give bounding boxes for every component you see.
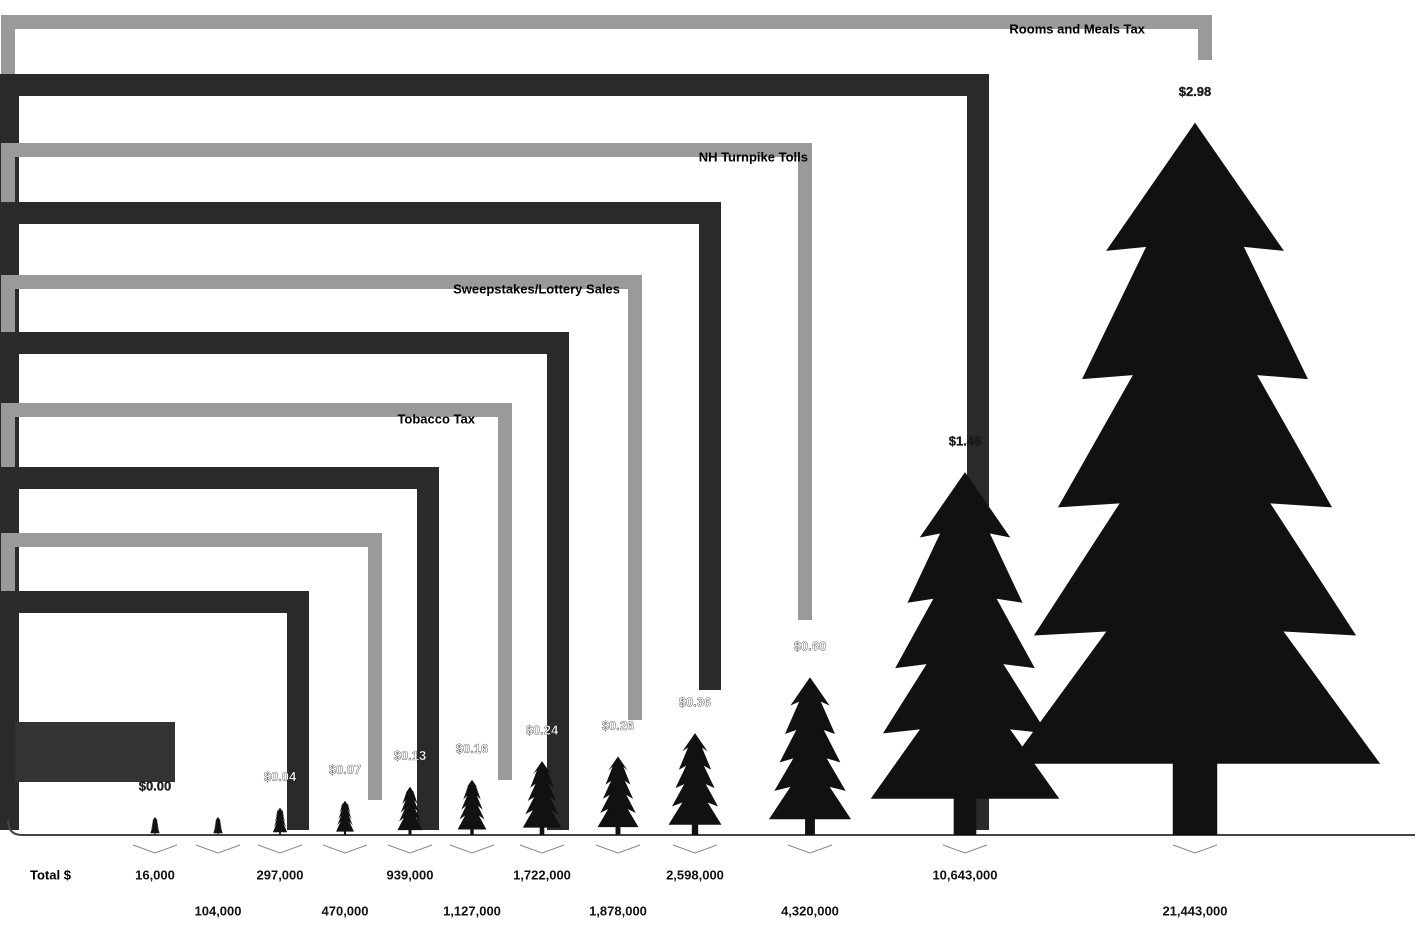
tree <box>150 816 160 835</box>
pointer <box>1172 844 1218 854</box>
pointer <box>449 844 495 854</box>
total-label: 4,320,000 <box>781 903 839 918</box>
tree <box>272 807 288 835</box>
pointer <box>672 844 718 854</box>
total-label: 939,000 <box>387 867 434 882</box>
total-label: 297,000 <box>257 867 304 882</box>
tree <box>457 779 487 835</box>
total-label: 1,722,000 <box>513 867 571 882</box>
total-label: 16,000 <box>135 867 175 882</box>
pointer <box>257 844 303 854</box>
pointer <box>387 844 433 854</box>
pointer <box>595 844 641 854</box>
tree <box>1009 122 1381 835</box>
total-label: 21,443,000 <box>1162 903 1227 918</box>
per-visitor-label: $0.60 <box>794 639 827 654</box>
total-label: 470,000 <box>322 903 369 918</box>
per-visitor-label: $0.07 <box>329 762 362 777</box>
per-visitor-label: $1.48 <box>949 434 982 449</box>
total-label: 10,643,000 <box>932 867 997 882</box>
annotation: Tobacco Tax <box>397 411 475 426</box>
annotation: Sweepstakes/Lottery Sales <box>453 281 620 296</box>
per-visitor-label: $0.26 <box>602 718 635 733</box>
frame-fill <box>15 722 175 782</box>
per-visitor-label: $0.36 <box>679 695 712 710</box>
annotation: Rooms and Meals Tax <box>1009 21 1145 36</box>
total-label: 2,598,000 <box>666 867 724 882</box>
pointer <box>787 844 833 854</box>
baseline <box>7 819 1415 836</box>
per-visitor-label: $0.24 <box>526 723 559 738</box>
per-visitor-label: $0.13 <box>394 748 427 763</box>
tree <box>597 756 639 835</box>
total-label: 1,127,000 <box>443 903 501 918</box>
tree <box>870 472 1060 835</box>
total-label: Total $ <box>30 867 72 882</box>
per-visitor-label-box: Per Visitor Day <box>30 790 100 822</box>
frame <box>0 591 309 830</box>
tree <box>522 761 562 835</box>
pointer <box>195 844 241 854</box>
pointer <box>942 844 988 854</box>
per-visitor-label: $0.04 <box>264 769 297 784</box>
pointer <box>132 844 178 854</box>
tree <box>336 800 354 835</box>
total-label: 1,878,000 <box>589 903 647 918</box>
pointer <box>519 844 565 854</box>
tree <box>397 786 423 835</box>
tree <box>668 733 722 835</box>
tree <box>213 816 223 835</box>
per-visitor-label: $2.98 <box>1179 84 1212 99</box>
per-visitor-label: Per Visitor Day <box>30 790 100 822</box>
annotation: NH Turnpike Tolls <box>699 149 808 164</box>
per-visitor-label: $0.16 <box>456 741 489 756</box>
per-visitor-label: $0.00 <box>139 778 172 793</box>
pointer <box>322 844 368 854</box>
tree <box>768 677 852 835</box>
total-label: 104,000 <box>195 903 242 918</box>
